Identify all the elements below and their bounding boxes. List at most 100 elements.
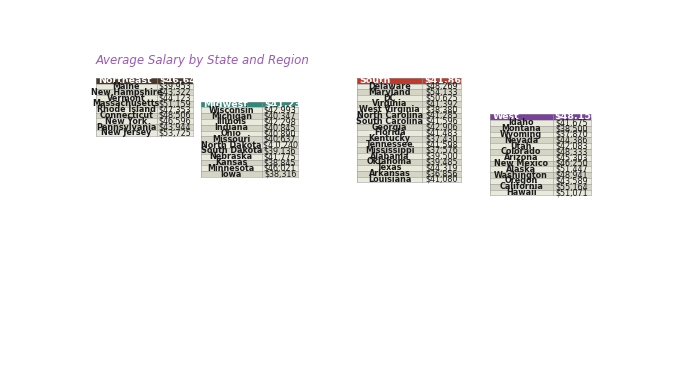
Text: Nevada: Nevada [504,136,538,145]
Text: Average Salary by State and Region: Average Salary by State and Region [96,54,310,67]
Text: $51,447: $51,447 [555,165,588,174]
Text: West Virginia: West Virginia [359,105,420,114]
Text: Oregon: Oregon [504,176,538,185]
Bar [96,89,193,95]
Text: Minnesota: Minnesota [208,164,255,173]
Text: $48,333: $48,333 [555,147,588,156]
Text: $48,506: $48,506 [159,111,191,120]
Text: $37,870: $37,870 [555,130,588,139]
Bar [490,172,591,178]
Bar [96,130,193,136]
Text: Hawaii: Hawaii [506,188,537,197]
Text: $46,250: $46,250 [555,159,588,168]
Text: Connecticut: Connecticut [99,111,153,120]
Text: Northeast: Northeast [98,76,152,85]
Text: California: California [499,182,543,191]
Text: DC: DC [383,94,396,103]
Text: Rhode Island: Rhode Island [97,105,155,114]
Text: Florida: Florida [374,128,405,137]
Bar [96,78,193,84]
Text: Georgia: Georgia [372,123,407,132]
Text: $48,941: $48,941 [555,171,588,180]
Text: North Carolina: North Carolina [356,111,422,120]
Text: $46,596: $46,596 [159,117,191,126]
Text: $44,123: $44,123 [159,94,191,103]
Text: $44,386: $44,386 [555,136,588,145]
Bar [96,113,193,118]
Bar [490,178,591,184]
Text: $54,133: $54,133 [425,88,458,97]
Text: South Dakota: South Dakota [201,146,262,156]
Text: $41,235: $41,235 [264,100,308,109]
Text: $50,625: $50,625 [425,94,458,103]
Bar [201,131,298,137]
Bar [201,171,298,177]
Text: $41,285: $41,285 [425,111,458,120]
Text: $38,316: $38,316 [264,170,297,179]
Text: Alaska: Alaska [506,165,536,174]
Bar [357,147,461,153]
Text: Delaware: Delaware [368,82,411,91]
Text: $43,589: $43,589 [555,176,588,185]
Text: $41,080: $41,080 [425,175,458,184]
Bar [201,125,298,131]
Bar [357,176,461,182]
Text: $51,071: $51,071 [555,188,588,197]
Bar [96,118,193,124]
Text: Texas: Texas [377,163,402,172]
Text: $43,944: $43,944 [159,123,191,132]
Bar [201,154,298,160]
Text: $42,906: $42,906 [425,123,458,132]
Text: Idaho: Idaho [508,118,534,127]
Bar [357,130,461,136]
Bar [357,142,461,147]
Text: Nebraska: Nebraska [210,152,253,161]
Text: Louisiana: Louisiana [368,175,411,184]
Text: West: West [493,113,519,122]
Text: $41,675: $41,675 [555,118,588,127]
Text: Wyoming: Wyoming [500,130,542,139]
Text: Washington: Washington [494,171,548,180]
Text: Colorado: Colorado [501,147,541,156]
Text: South: South [360,76,391,85]
Text: New Jersey: New Jersey [101,128,151,137]
Text: $46,643: $46,643 [159,76,202,85]
Text: Michigan: Michigan [211,111,252,121]
Text: $42,083: $42,083 [555,142,588,151]
Text: Mississippi: Mississippi [365,146,414,155]
Text: $38,380: $38,380 [425,105,458,114]
Text: North Dakota: North Dakota [201,140,261,150]
Text: $41,775: $41,775 [264,152,297,161]
Text: $48,150: $48,150 [555,113,598,122]
Text: $42,993: $42,993 [264,106,297,115]
Bar [357,113,461,118]
Bar [96,107,193,113]
Text: Kentucky: Kentucky [369,134,411,143]
Text: $42,298: $42,298 [264,117,297,127]
Bar [490,126,591,132]
Bar [357,159,461,165]
Bar [357,171,461,176]
Text: $39,953: $39,953 [159,82,191,91]
Text: Maryland: Maryland [368,88,411,97]
Bar [201,166,298,171]
Bar [201,101,298,107]
Bar [357,89,461,95]
Bar [357,95,461,101]
Text: $41,392: $41,392 [425,99,458,108]
Bar [201,148,298,154]
Text: $41,863: $41,863 [424,76,468,85]
Text: $37,576: $37,576 [425,146,458,155]
Text: Massachusetts: Massachusetts [93,99,160,108]
Bar [357,153,461,159]
Text: New York: New York [105,117,147,126]
Text: $55,164: $55,164 [555,182,588,191]
Bar [490,161,591,166]
Text: $40,637: $40,637 [264,135,297,144]
Bar [201,119,298,125]
Bar [201,137,298,142]
Bar [96,124,193,130]
Text: Arizona: Arizona [504,153,538,162]
Bar [490,190,591,195]
Text: Maine: Maine [113,82,140,91]
